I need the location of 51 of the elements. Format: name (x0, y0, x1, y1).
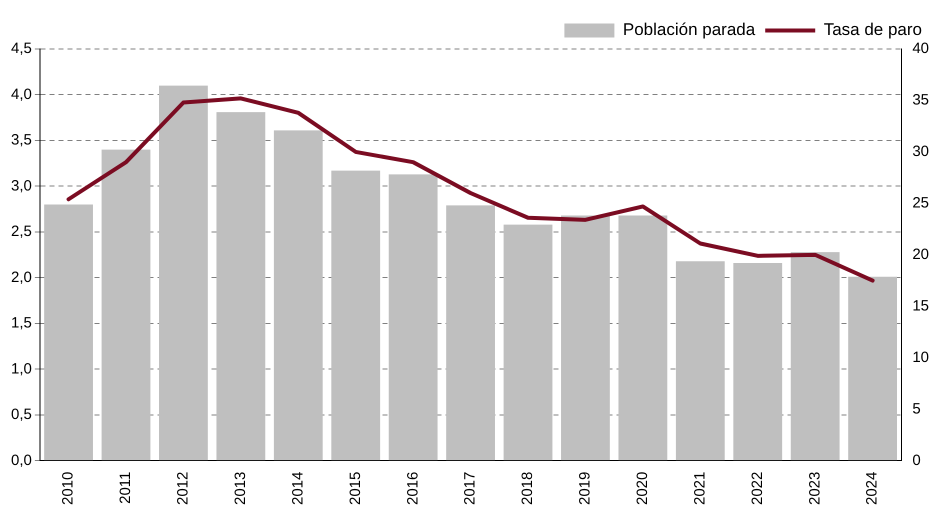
y2-tick-label: 35 (912, 92, 930, 109)
x-tick-label: 2018 (519, 472, 536, 506)
bar (561, 215, 610, 460)
bar (733, 263, 782, 460)
y-tick-label: 1,0 (10, 360, 32, 378)
y2-tick-label: 40 (912, 40, 930, 58)
y-tick-label: 3,5 (10, 132, 32, 149)
legend-label: Población parada (622, 20, 756, 40)
bar (504, 224, 552, 460)
y-tick-label: 0,5 (10, 406, 32, 424)
bar (848, 276, 898, 460)
bar (102, 150, 150, 460)
y2-tick-label: 5 (912, 400, 921, 418)
y2-tick-label: 10 (912, 348, 930, 366)
bar (274, 130, 323, 460)
bar (331, 170, 380, 460)
y-tick-label: 4,0 (10, 86, 32, 103)
x-tick-label: 2019 (576, 472, 594, 506)
x-tick-label: 2015 (346, 472, 364, 506)
y-tick-label: 1,5 (10, 314, 32, 332)
bar (446, 205, 495, 460)
x-tick-label: 2013 (232, 472, 249, 506)
x-tick-label: 2011 (117, 472, 134, 504)
y2-tick-label: 30 (912, 143, 930, 160)
y2-tick-label: 15 (912, 297, 930, 314)
bar (618, 215, 668, 460)
y2-tick-label: 20 (912, 246, 930, 263)
y2-tick-label: 0 (912, 452, 921, 469)
y-tick-label: 4,5 (10, 40, 32, 58)
bar (216, 112, 266, 460)
x-tick-label: 2010 (60, 472, 77, 506)
x-tick-label: 2014 (289, 472, 306, 506)
x-tick-label: 2017 (462, 472, 479, 506)
legend-label: Tasa de paro (824, 20, 922, 40)
bar (790, 252, 840, 460)
y2-tick-label: 25 (912, 194, 930, 212)
y-tick-label: 2,0 (10, 268, 32, 286)
x-tick-label: 2016 (404, 472, 422, 506)
x-tick-label: 2021 (691, 472, 708, 506)
y-tick-label: 0,0 (10, 452, 32, 469)
y-tick-label: 3,0 (10, 177, 32, 194)
x-tick-label: 2024 (864, 472, 881, 506)
x-tick-label: 2023 (806, 472, 824, 506)
bar (388, 174, 438, 460)
y-tick-label: 2,5 (10, 223, 32, 240)
bar (159, 86, 208, 460)
x-tick-label: 2012 (174, 472, 192, 506)
bar (44, 204, 93, 460)
x-tick-label: 2022 (748, 472, 766, 506)
bar (676, 261, 725, 460)
x-tick-label: 2020 (634, 472, 652, 506)
